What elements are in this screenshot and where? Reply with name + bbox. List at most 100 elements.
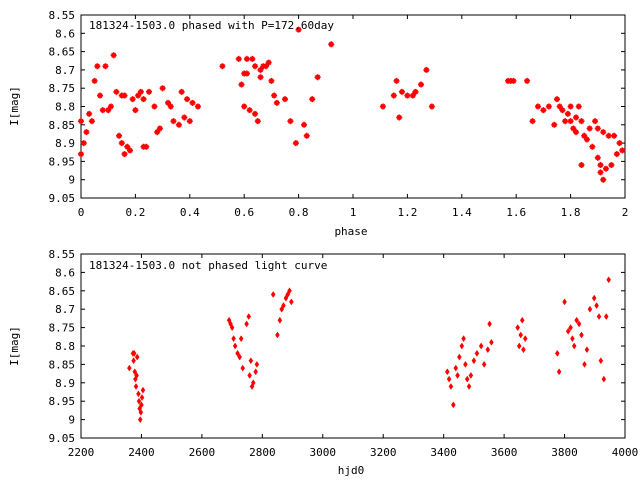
y-tick-label: 8.8 — [55, 340, 75, 353]
data-point — [616, 140, 623, 147]
data-point — [554, 96, 560, 103]
data-point — [567, 103, 574, 110]
data-point — [562, 298, 567, 306]
data-point — [241, 103, 248, 110]
data-point — [186, 118, 193, 125]
data-point — [576, 320, 582, 328]
data-point — [602, 165, 609, 172]
data-point — [594, 302, 599, 309]
data-point — [564, 110, 571, 117]
data-point — [257, 74, 264, 81]
data-point — [418, 81, 424, 88]
data-point — [91, 77, 98, 84]
x-tick-label: 0.2 — [125, 206, 145, 219]
data-point — [229, 324, 235, 332]
data-point — [156, 125, 163, 132]
data-point — [135, 92, 142, 99]
x-tick-label: 1.6 — [506, 206, 526, 219]
data-point — [237, 353, 242, 361]
data-point — [243, 55, 250, 62]
data-point — [559, 107, 566, 114]
y-tick-label: 9 — [68, 414, 75, 427]
data-point — [570, 335, 575, 343]
data-point — [121, 151, 128, 158]
data-point — [159, 85, 166, 92]
data-point — [129, 96, 136, 103]
data-point — [444, 368, 450, 376]
data-point — [601, 375, 607, 383]
data-point — [189, 99, 196, 106]
data-point — [139, 401, 144, 409]
data-point — [140, 386, 146, 394]
data-point — [107, 103, 114, 110]
data-point — [464, 375, 470, 383]
data-point — [584, 346, 590, 354]
y-tick-label: 8.55 — [49, 248, 76, 261]
data-point — [254, 118, 261, 125]
data-point — [515, 324, 521, 332]
data-point — [194, 103, 201, 110]
y-tick-label: 9.05 — [49, 432, 76, 445]
data-point — [181, 114, 188, 121]
x-tick-label: 2800 — [249, 446, 276, 459]
data-point — [478, 342, 484, 350]
data-point — [568, 324, 573, 332]
x-tick-label: 3600 — [491, 446, 518, 459]
data-point — [575, 103, 582, 110]
data-point — [238, 81, 245, 88]
data-point — [573, 114, 580, 121]
data-point — [268, 77, 275, 84]
data-point — [295, 26, 302, 33]
data-point — [235, 55, 242, 62]
data-point — [132, 107, 139, 114]
y-tick-label: 8.75 — [49, 82, 76, 95]
data-point — [594, 125, 601, 132]
data-point — [126, 147, 133, 154]
data-point — [78, 118, 84, 125]
tick-marks — [80, 253, 626, 439]
data-point — [600, 176, 607, 183]
data-point — [589, 143, 596, 150]
data-point — [249, 55, 256, 62]
data-point — [448, 383, 454, 390]
data-point — [273, 99, 280, 106]
unphased-light-curve-panel: I[mag] hjd0 2200 2400 2600 2800 3000 3200 3400… — [8, 248, 638, 477]
data-point — [598, 357, 604, 365]
data-point — [489, 338, 494, 346]
data-point — [594, 154, 601, 161]
data-point — [146, 88, 152, 95]
data-point — [518, 331, 524, 339]
data-point — [99, 107, 106, 114]
data-point — [271, 92, 278, 99]
data-point — [136, 397, 142, 405]
data-point — [270, 291, 276, 298]
data-point — [457, 353, 462, 361]
x-tick-label: 1.2 — [397, 206, 417, 219]
data-point — [138, 408, 144, 416]
data-point — [611, 132, 618, 139]
data-point — [579, 331, 584, 339]
data-point — [583, 136, 590, 143]
x-tick-label: 3000 — [310, 446, 337, 459]
data-point — [606, 276, 611, 284]
data-point — [94, 63, 101, 70]
data-point — [619, 147, 626, 154]
ylabel: I[mag] — [8, 326, 21, 366]
data-point — [131, 349, 137, 357]
chart-title: 181324-1503.0 phased with P=172.60day — [89, 19, 334, 32]
data-point — [137, 416, 143, 424]
data-point — [574, 316, 579, 324]
data-point — [289, 298, 294, 306]
y-tick-label: 8.75 — [49, 322, 76, 335]
data-point — [451, 401, 456, 409]
data-point — [86, 110, 93, 117]
data-point — [252, 110, 259, 117]
data-point — [134, 353, 140, 361]
data-point — [248, 357, 254, 365]
data-point — [556, 103, 563, 110]
data-point — [565, 327, 571, 335]
data-point — [603, 313, 609, 321]
x-tick-label: 3400 — [430, 446, 457, 459]
data-point — [309, 96, 316, 103]
